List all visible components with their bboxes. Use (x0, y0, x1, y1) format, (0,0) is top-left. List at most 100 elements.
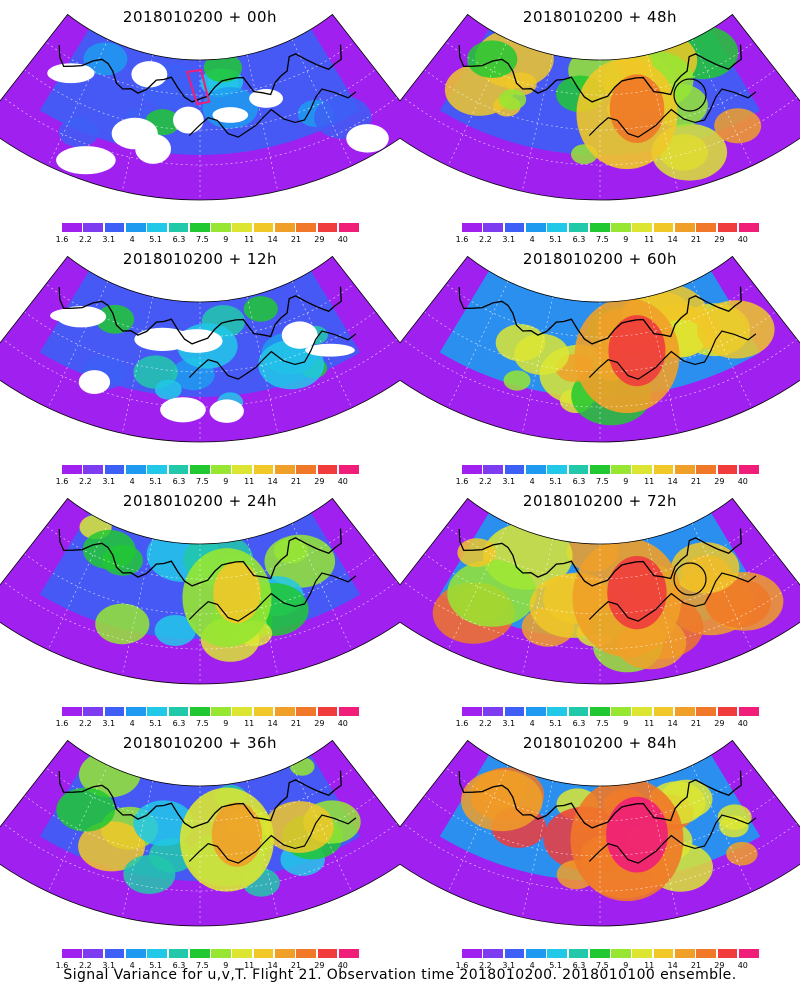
colorbar-swatch (168, 465, 189, 474)
colorbar-label: 6.3 (572, 961, 586, 970)
colorbar-swatch (275, 707, 295, 716)
colorbar-label: 14 (267, 719, 278, 728)
colorbar-label: 4 (129, 235, 135, 244)
highlight-circle (673, 562, 707, 596)
colorbar-swatch (738, 223, 759, 232)
colorbar-swatch (547, 949, 567, 958)
colorbar-swatch (296, 949, 317, 958)
colorbar-swatch (125, 223, 146, 232)
colorbar-label: 2.2 (79, 477, 92, 486)
colorbar-label: 9 (223, 235, 229, 244)
colorbar-swatch (696, 223, 717, 232)
colorbar-swatch (317, 949, 338, 958)
colorbar-label: 3.1 (502, 719, 516, 728)
colorbar-swatch (147, 465, 167, 474)
colorbar-swatch (462, 223, 482, 232)
colorbar-label: 40 (337, 961, 348, 970)
colorbar-swatch (547, 465, 567, 474)
colorbar-label: 2.2 (479, 477, 492, 486)
colorbar-label: 29 (714, 235, 725, 244)
variance-map (0, 13, 400, 201)
colorbar-swatch (189, 949, 210, 958)
colorbar-swatch (83, 949, 104, 958)
colorbar-swatch (462, 707, 482, 716)
colorbar-swatch (189, 465, 210, 474)
colorbar-swatch (462, 949, 482, 958)
colorbar-label: 40 (737, 961, 748, 970)
colorbar-swatch (525, 465, 546, 474)
colorbar-swatch (589, 223, 610, 232)
colorbar-label: 6.3 (572, 719, 586, 728)
colorbar-label: 9 (223, 961, 229, 970)
colorbar-label: 1.6 (55, 477, 69, 486)
colorbar-label: 3.1 (102, 719, 116, 728)
colorbar-label: 29 (314, 719, 325, 728)
colorbar-swatch (589, 949, 610, 958)
colorbar-swatch (104, 465, 125, 474)
colorbar-label: 40 (337, 477, 348, 486)
colorbar-label: 7.5 (596, 961, 609, 970)
colorbar-swatch (462, 465, 482, 474)
colorbar-label: 21 (290, 477, 302, 486)
colorbar-swatch (717, 707, 738, 716)
colorbar-label: 40 (737, 235, 748, 244)
colorbar-swatch (147, 707, 167, 716)
colorbar-swatch (211, 949, 231, 958)
colorbar-swatch (675, 223, 695, 232)
colorbar-label: 29 (714, 719, 725, 728)
colorbar-label: 2.2 (479, 235, 492, 244)
colorbar-swatch (589, 465, 610, 474)
colorbar-swatch (338, 949, 359, 958)
colorbar-swatch (568, 223, 589, 232)
variance-map (0, 255, 400, 443)
colorbar-swatch (483, 223, 504, 232)
map-panel-84h: 2018010200 + 84h 1.6 2.2 3.1 4 5.1 6.3 7.5 9 11 14… (400, 726, 800, 971)
colorbar-label: 40 (337, 719, 348, 728)
colorbar-label: 5.1 (549, 235, 562, 244)
colorbar-swatch (717, 223, 738, 232)
colorbar-swatch (211, 223, 231, 232)
colorbar-swatch (104, 707, 125, 716)
colorbar-label: 11 (644, 961, 655, 970)
colorbar-label: 11 (644, 719, 655, 728)
colorbar-label: 14 (267, 961, 278, 970)
colorbar-swatch (83, 707, 104, 716)
colorbar-swatch (317, 707, 338, 716)
colorbar-swatch (653, 707, 674, 716)
colorbar-label: 7.5 (196, 477, 209, 486)
colorbar-swatch (232, 223, 253, 232)
colorbar-swatch (717, 465, 738, 474)
colorbar-label: 4 (529, 719, 535, 728)
map-panel-48h: 2018010200 + 48h 1.6 2.2 3.1 4 5.1 6.3 7.5 9 11 14… (400, 0, 800, 245)
colorbar-swatch (675, 949, 695, 958)
colorbar-label: 6.3 (172, 961, 186, 970)
colorbar-swatch (232, 949, 253, 958)
colorbar-label: 3.1 (502, 235, 516, 244)
colorbar-swatch (568, 949, 589, 958)
colorbar-swatch (611, 223, 631, 232)
colorbar-label: 2.2 (479, 719, 492, 728)
colorbar-swatch (653, 223, 674, 232)
colorbar-label: 14 (667, 235, 678, 244)
colorbar-swatch (232, 707, 253, 716)
colorbar-label: 11 (644, 477, 655, 486)
map-panel-24h: 2018010200 + 24h 1.6 2.2 3.1 4 5.1 6.3 7.5 9 11 14… (0, 484, 400, 729)
colorbar-swatch (483, 949, 504, 958)
colorbar-label: 7.5 (196, 235, 209, 244)
colorbar-swatch (653, 465, 674, 474)
colorbar-swatch (504, 707, 525, 716)
colorbar-label: 11 (244, 961, 255, 970)
colorbar-label: 6.3 (172, 477, 186, 486)
variance-map (400, 255, 800, 443)
colorbar-swatch (317, 465, 338, 474)
colorbar-label: 6.3 (572, 477, 586, 486)
colorbar-label: 40 (737, 719, 748, 728)
colorbar-label: 5.1 (549, 477, 562, 486)
colorbar-label: 29 (314, 961, 325, 970)
colorbar-label: 14 (267, 235, 278, 244)
colorbar-swatch (275, 949, 295, 958)
colorbar-swatch (738, 949, 759, 958)
colorbar-swatch (547, 707, 567, 716)
colorbar-label: 14 (667, 961, 678, 970)
variance-map (0, 497, 400, 685)
